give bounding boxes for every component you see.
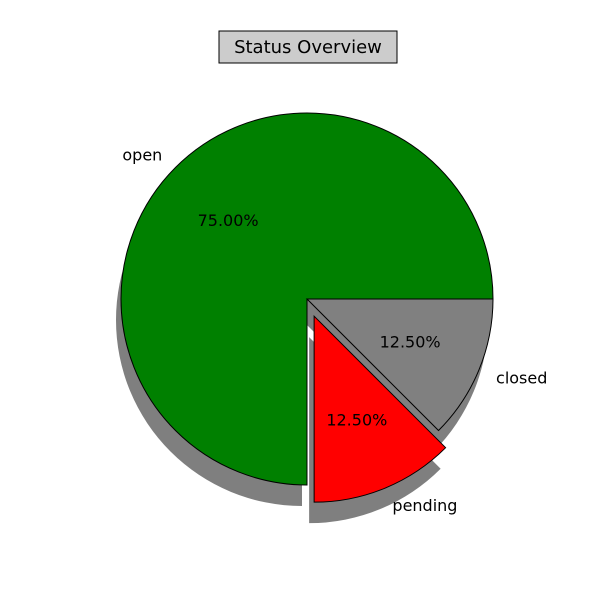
slice-labels: open 75.00% pending 12.50% closed 12.50% — [122, 145, 547, 515]
chart-title-box: Status Overview — [218, 30, 398, 64]
pie-slices — [120, 112, 494, 503]
slice-percent-pending: 12.50% — [326, 410, 387, 429]
pie-slice-closed — [305, 298, 494, 432]
chart-title-background — [218, 30, 398, 64]
slice-percent-open: 75.00% — [198, 211, 259, 230]
chart-title: Status Overview — [234, 37, 382, 58]
slice-label-closed: closed — [496, 368, 547, 387]
slice-label-pending: pending — [392, 496, 457, 515]
slice-percent-closed: 12.50% — [380, 333, 441, 352]
pie-slice-pending — [313, 314, 447, 503]
slice-label-open: open — [122, 145, 162, 164]
